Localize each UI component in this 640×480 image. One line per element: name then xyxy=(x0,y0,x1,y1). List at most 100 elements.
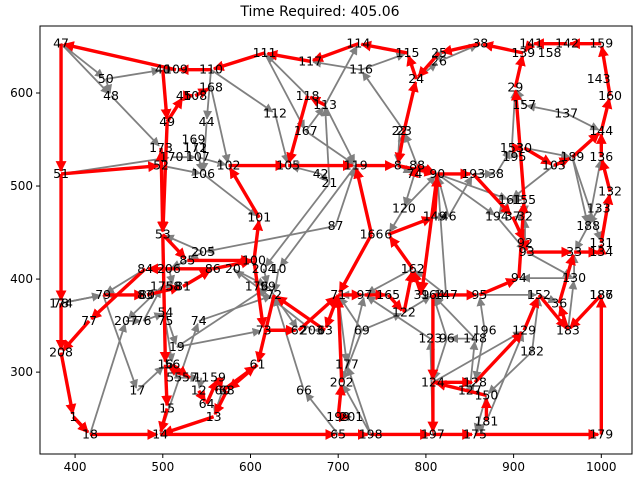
node-label-162: 162 xyxy=(401,261,425,276)
node-label-197: 197 xyxy=(421,426,445,441)
node-label-141: 141 xyxy=(519,36,543,51)
node-label-173: 173 xyxy=(149,140,173,155)
node-label-120: 120 xyxy=(392,200,416,215)
node-label-60: 60 xyxy=(214,383,230,398)
path-edge-30-103 xyxy=(523,146,553,166)
node-label-172: 172 xyxy=(183,140,207,155)
node-label-158: 158 xyxy=(538,45,562,60)
node-label-81: 81 xyxy=(175,279,191,294)
node-label-171: 171 xyxy=(183,140,207,155)
path-edge-53-85 xyxy=(161,233,187,260)
node-label-196: 196 xyxy=(473,322,497,337)
edge-203-176 xyxy=(258,287,313,331)
node-label-153: 153 xyxy=(500,140,524,155)
path-edge-6-149 xyxy=(387,216,433,237)
path-edges-layer xyxy=(55,38,614,440)
node-label-137: 137 xyxy=(554,105,578,120)
plot-area xyxy=(39,25,633,455)
path-edge-108-168 xyxy=(194,87,210,99)
edge-90-161 xyxy=(436,173,509,201)
node-label-47: 47 xyxy=(53,36,69,51)
node-label-39: 39 xyxy=(414,287,430,302)
node-label-92: 92 xyxy=(517,235,533,250)
path-edge-62-71 xyxy=(297,295,338,332)
node-label-86: 86 xyxy=(205,261,221,276)
edge-122-164 xyxy=(403,295,432,314)
node-label-160: 160 xyxy=(598,88,622,103)
edge-21-113 xyxy=(321,107,331,184)
node-label-114: 114 xyxy=(346,36,370,51)
node-label-87: 87 xyxy=(328,218,344,233)
node-label-188: 188 xyxy=(576,218,600,233)
node-label-73: 73 xyxy=(256,322,272,337)
node-label-147: 147 xyxy=(434,287,458,302)
edge-205-53 xyxy=(164,234,204,253)
path-edge-63-72 xyxy=(275,295,327,332)
node-label-103: 103 xyxy=(542,158,566,173)
path-edge-39-162 xyxy=(411,270,424,296)
node-label-118: 118 xyxy=(296,88,320,103)
path-edge-92-93 xyxy=(519,239,530,252)
path-edge-81-86 xyxy=(182,268,212,288)
edge-177-97 xyxy=(346,296,367,365)
edge-189-131 xyxy=(571,156,603,241)
node-label-122: 122 xyxy=(392,305,416,320)
node-label-133: 133 xyxy=(587,200,611,215)
edge-103-161 xyxy=(511,164,555,199)
y-tick-label: 300 xyxy=(10,365,33,379)
path-edge-160-159 xyxy=(598,45,612,97)
path-edge-77-208 xyxy=(61,319,91,352)
edge-74-120 xyxy=(402,173,416,207)
edge-42-21 xyxy=(318,172,329,183)
node-label-207: 207 xyxy=(114,313,138,328)
node-label-14: 14 xyxy=(152,426,168,441)
node-label-97: 97 xyxy=(357,287,373,302)
y-tick-label: 400 xyxy=(10,272,33,286)
node-label-129: 129 xyxy=(512,322,536,337)
node-label-175: 175 xyxy=(463,426,487,441)
path-edge-12-64 xyxy=(195,389,207,403)
path-edge-118-105 xyxy=(286,95,310,164)
node-label-115: 115 xyxy=(396,45,420,60)
node-label-32: 32 xyxy=(517,209,533,224)
node-label-105: 105 xyxy=(276,158,300,173)
node-label-69: 69 xyxy=(354,322,370,337)
node-label-164: 164 xyxy=(421,287,445,302)
node-label-139: 139 xyxy=(511,45,535,60)
node-label-186: 186 xyxy=(589,287,613,302)
node-label-75: 75 xyxy=(157,313,173,328)
node-label-155: 155 xyxy=(512,192,536,207)
node-label-131: 131 xyxy=(589,235,613,250)
edge-124-129 xyxy=(432,330,523,384)
edge-46-193 xyxy=(447,175,473,218)
path-edge-51-52 xyxy=(60,161,160,176)
node-label-157: 157 xyxy=(512,97,536,112)
edge-50-40 xyxy=(105,67,161,80)
path-edge-23-8 xyxy=(394,130,406,164)
node-label-195: 195 xyxy=(503,149,527,164)
node-label-167: 167 xyxy=(294,123,318,138)
node-label-65: 65 xyxy=(330,426,346,441)
node-label-10: 10 xyxy=(271,261,287,276)
path-edge-131-132 xyxy=(599,193,614,244)
edge-85-206 xyxy=(170,259,188,269)
edge-75-56 xyxy=(164,320,176,363)
node-label-134: 134 xyxy=(589,244,613,259)
node-label-1: 1 xyxy=(69,409,77,424)
path-edge-199-202 xyxy=(334,384,346,417)
x-tick-label: 600 xyxy=(239,460,262,474)
path-edge-166-71 xyxy=(338,233,374,294)
edge-78-79 xyxy=(60,292,102,305)
path-edge-60-61 xyxy=(221,365,257,393)
path-edge-36-33 xyxy=(557,253,576,304)
node-label-206: 206 xyxy=(157,261,181,276)
node-label-90: 90 xyxy=(429,166,445,181)
y-tick-label: 600 xyxy=(10,86,33,100)
path-edge-162-6 xyxy=(388,235,415,270)
node-label-201: 201 xyxy=(339,409,363,424)
node-label-40: 40 xyxy=(155,62,171,77)
path-edge-193-37 xyxy=(472,172,512,216)
path-edge-13-14 xyxy=(161,415,215,436)
node-label-150: 150 xyxy=(474,387,498,402)
node-label-132: 132 xyxy=(598,184,622,199)
